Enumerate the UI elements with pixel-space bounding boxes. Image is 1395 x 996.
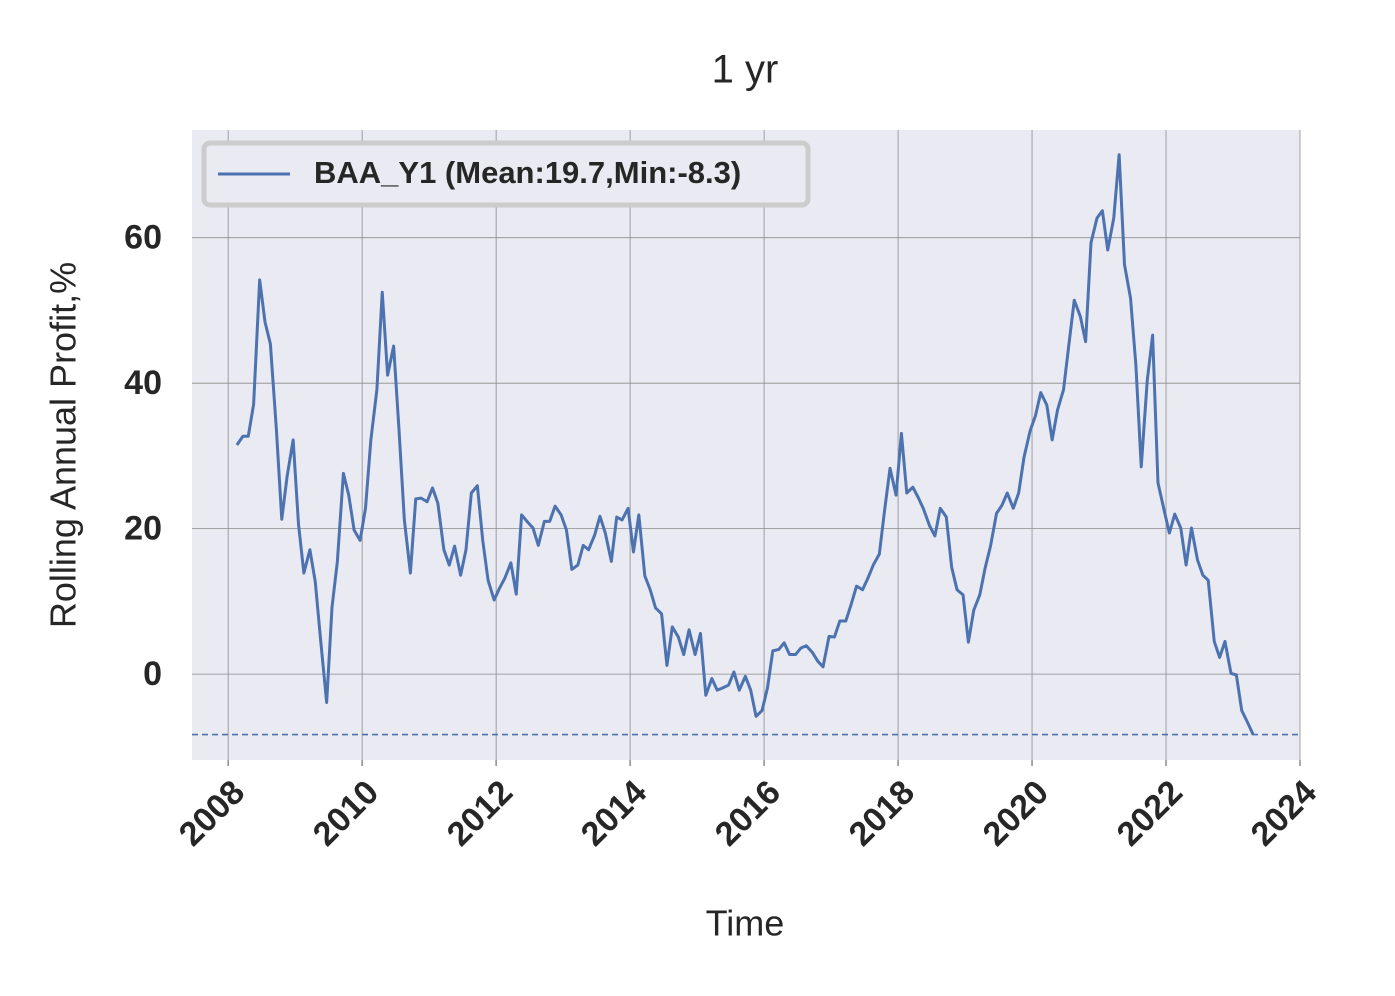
x-tick-label: 2008	[172, 773, 252, 853]
legend: BAA_Y1 (Mean:19.7,Min:-8.3)	[201, 140, 811, 208]
x-tick-label: 2016	[708, 773, 788, 853]
x-tick-label: 2012	[440, 773, 520, 853]
x-tick-label: 2014	[574, 773, 654, 853]
x-axis-label: Time	[706, 903, 785, 944]
x-tick-label: 2022	[1110, 773, 1190, 853]
legend-box	[201, 140, 811, 208]
x-tick-label: 2024	[1244, 773, 1324, 853]
y-tick-label: 0	[143, 655, 162, 693]
y-axis-label: Rolling Annual Profit,%	[43, 262, 84, 628]
chart-title: 1 yr	[712, 48, 779, 92]
y-tick-label: 60	[124, 219, 162, 257]
legend-label: BAA_Y1 (Mean:19.7,Min:-8.3)	[314, 155, 741, 190]
y-tick-label: 40	[124, 364, 162, 402]
marks	[192, 153, 1300, 736]
plot-area	[192, 130, 1300, 760]
x-tick-label: 2018	[842, 773, 922, 853]
x-tick-label: 2010	[306, 773, 386, 853]
data-line	[235, 153, 1255, 736]
x-tick-label: 2020	[976, 773, 1056, 853]
y-tick-label: 20	[124, 510, 162, 548]
